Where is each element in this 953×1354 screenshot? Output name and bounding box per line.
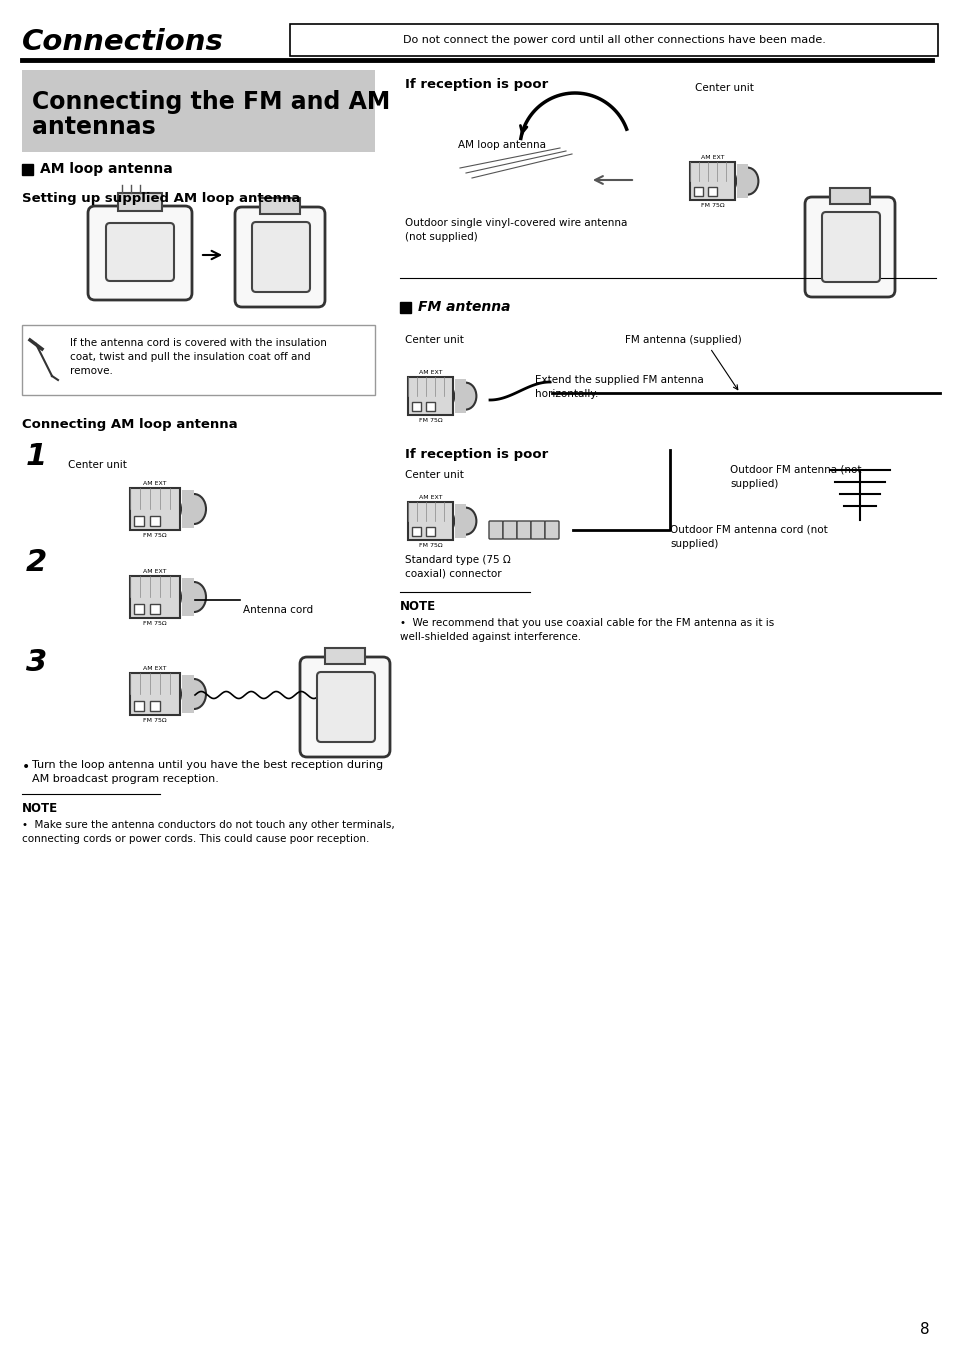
- Text: Turn the loop antenna until you have the best reception during
AM broadcast prog: Turn the loop antenna until you have the…: [32, 760, 383, 784]
- Bar: [118, 194, 162, 211]
- Bar: [455, 504, 465, 538]
- FancyBboxPatch shape: [316, 672, 375, 742]
- Text: Do not connect the power cord until all other connections have been made.: Do not connect the power cord until all …: [402, 35, 824, 45]
- FancyBboxPatch shape: [502, 521, 517, 539]
- Ellipse shape: [455, 383, 476, 410]
- Text: FM 75Ω: FM 75Ω: [143, 621, 167, 626]
- FancyBboxPatch shape: [489, 521, 502, 539]
- Text: AM EXT: AM EXT: [143, 481, 167, 486]
- Bar: [130, 575, 180, 617]
- Bar: [133, 516, 144, 525]
- Bar: [707, 187, 717, 196]
- Text: Connections: Connections: [22, 28, 224, 56]
- Text: Setting up supplied AM loop antenna: Setting up supplied AM loop antenna: [22, 192, 300, 204]
- FancyBboxPatch shape: [821, 213, 879, 282]
- FancyBboxPatch shape: [544, 521, 558, 539]
- Ellipse shape: [455, 508, 476, 535]
- Ellipse shape: [182, 494, 206, 524]
- Text: Standard type (75 Ω
coaxial) connector: Standard type (75 Ω coaxial) connector: [405, 555, 510, 580]
- Bar: [133, 701, 144, 711]
- Bar: [411, 528, 420, 536]
- FancyBboxPatch shape: [299, 657, 390, 757]
- Text: If the antenna cord is covered with the insulation
coat, twist and pull the insu: If the antenna cord is covered with the …: [70, 338, 327, 376]
- Ellipse shape: [736, 168, 758, 195]
- Bar: [182, 676, 193, 714]
- Bar: [133, 604, 144, 613]
- Text: NOTE: NOTE: [399, 600, 436, 613]
- Bar: [426, 402, 435, 412]
- FancyBboxPatch shape: [234, 207, 325, 307]
- Text: 3: 3: [26, 649, 48, 677]
- Text: •: •: [22, 760, 30, 774]
- Text: Center unit: Center unit: [405, 470, 463, 481]
- Text: Antenna cord: Antenna cord: [243, 605, 313, 615]
- FancyBboxPatch shape: [106, 223, 173, 282]
- Bar: [260, 198, 299, 214]
- Bar: [689, 162, 734, 200]
- Bar: [22, 164, 33, 175]
- Bar: [325, 649, 365, 663]
- Bar: [182, 578, 193, 616]
- Text: Center unit: Center unit: [405, 334, 463, 345]
- FancyBboxPatch shape: [252, 222, 310, 292]
- Text: •  Make sure the antenna conductors do not touch any other terminals,
connecting: • Make sure the antenna conductors do no…: [22, 821, 395, 844]
- Bar: [399, 302, 411, 313]
- Text: AM EXT: AM EXT: [418, 496, 442, 500]
- Text: Connecting AM loop antenna: Connecting AM loop antenna: [22, 418, 237, 431]
- Bar: [130, 673, 180, 715]
- Ellipse shape: [182, 678, 206, 709]
- Text: Outdoor FM antenna (not
supplied): Outdoor FM antenna (not supplied): [729, 464, 861, 489]
- FancyBboxPatch shape: [517, 521, 531, 539]
- Bar: [408, 378, 453, 414]
- Bar: [22, 325, 375, 395]
- Bar: [150, 604, 160, 613]
- Text: Outdoor FM antenna cord (not
supplied): Outdoor FM antenna cord (not supplied): [669, 525, 827, 548]
- Bar: [693, 187, 701, 196]
- Text: FM antenna: FM antenna: [417, 301, 510, 314]
- Text: AM EXT: AM EXT: [143, 569, 167, 574]
- Text: 8: 8: [920, 1323, 929, 1338]
- Text: Extend the supplied FM antenna
horizontally.: Extend the supplied FM antenna horizonta…: [535, 375, 703, 399]
- Text: If reception is poor: If reception is poor: [405, 448, 548, 460]
- Text: Center unit: Center unit: [695, 83, 753, 93]
- FancyBboxPatch shape: [88, 206, 192, 301]
- Bar: [408, 502, 453, 540]
- Text: AM EXT: AM EXT: [143, 666, 167, 672]
- Text: •  We recommend that you use coaxial cable for the FM antenna as it is
well-shie: • We recommend that you use coaxial cabl…: [399, 617, 774, 642]
- Bar: [130, 487, 180, 529]
- Text: antennas: antennas: [32, 115, 155, 139]
- FancyBboxPatch shape: [531, 521, 544, 539]
- Text: AM loop antenna: AM loop antenna: [40, 162, 172, 176]
- Text: FM 75Ω: FM 75Ω: [418, 418, 442, 422]
- Text: FM 75Ω: FM 75Ω: [143, 718, 167, 723]
- Text: 1: 1: [26, 441, 48, 471]
- Ellipse shape: [182, 582, 206, 612]
- Text: NOTE: NOTE: [22, 802, 58, 815]
- Bar: [182, 490, 193, 528]
- Text: Outdoor single vinyl-covered wire antenna
(not supplied): Outdoor single vinyl-covered wire antenn…: [405, 218, 627, 242]
- Text: FM antenna (supplied): FM antenna (supplied): [624, 334, 741, 345]
- Text: FM 75Ω: FM 75Ω: [418, 543, 442, 548]
- Text: FM 75Ω: FM 75Ω: [143, 533, 167, 538]
- Text: 2: 2: [26, 548, 48, 577]
- Bar: [736, 164, 747, 198]
- Bar: [150, 701, 160, 711]
- Text: Connecting the FM and AM: Connecting the FM and AM: [32, 89, 390, 114]
- Bar: [455, 379, 465, 413]
- Text: AM loop antenna: AM loop antenna: [457, 139, 545, 150]
- Bar: [829, 188, 869, 204]
- Bar: [290, 24, 937, 56]
- Bar: [22, 70, 375, 152]
- Text: AM EXT: AM EXT: [700, 156, 723, 160]
- Bar: [426, 528, 435, 536]
- Text: Center unit: Center unit: [68, 460, 127, 470]
- Text: If reception is poor: If reception is poor: [405, 79, 548, 91]
- Text: FM 75Ω: FM 75Ω: [700, 203, 723, 209]
- Bar: [411, 402, 420, 412]
- FancyBboxPatch shape: [804, 196, 894, 297]
- Bar: [150, 516, 160, 525]
- Text: AM EXT: AM EXT: [418, 370, 442, 375]
